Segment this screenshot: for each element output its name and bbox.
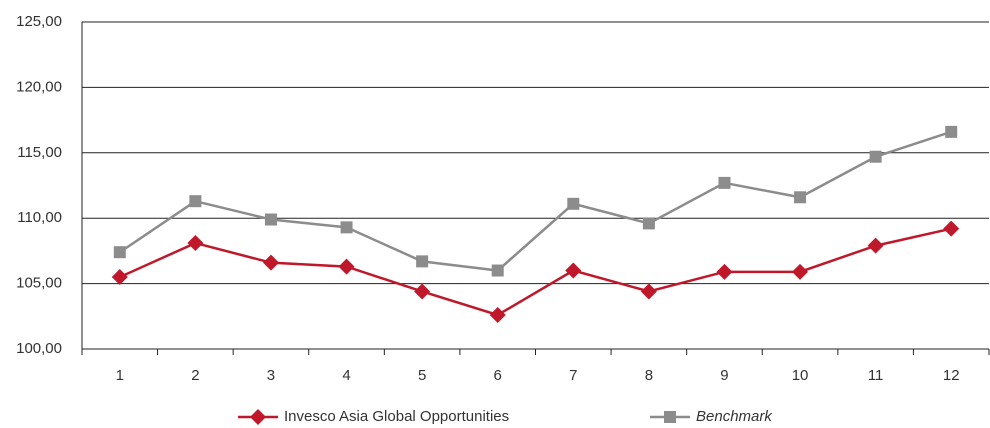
series-line [119, 130, 952, 272]
x-tick-label: 12 [943, 367, 960, 384]
marker [187, 235, 204, 252]
y-tick-label: 105,00 [16, 275, 62, 292]
marker [945, 125, 958, 138]
marker [565, 262, 582, 279]
x-tick-label: 2 [191, 367, 199, 384]
marker [867, 237, 884, 254]
x-tick-label: 9 [720, 367, 728, 384]
y-tick-label: 125,00 [16, 13, 62, 30]
marker [491, 264, 504, 277]
x-tick-label: 4 [342, 367, 350, 384]
x-tick-label: 1 [116, 367, 124, 384]
y-tick-label: 110,00 [17, 209, 62, 226]
marker [414, 283, 431, 300]
marker [869, 150, 882, 163]
marker [416, 255, 429, 268]
marker [264, 213, 277, 226]
marker [338, 258, 355, 275]
y-tick-label: 120,00 [16, 78, 62, 95]
x-tick-label: 7 [569, 367, 577, 384]
marker [664, 411, 676, 423]
marker [716, 263, 733, 280]
marker [943, 220, 960, 237]
legend-label: Benchmark [696, 408, 773, 425]
x-tick-label: 10 [792, 367, 809, 384]
marker [640, 283, 657, 300]
marker [111, 269, 128, 286]
marker [113, 246, 126, 259]
series-line [119, 227, 952, 317]
x-tick-label: 8 [645, 367, 653, 384]
marker [794, 191, 807, 204]
marker [718, 176, 731, 189]
marker [340, 221, 353, 234]
marker [250, 409, 266, 425]
marker [792, 263, 809, 280]
y-tick-label: 100,00 [16, 340, 62, 357]
marker [567, 197, 580, 210]
x-tick-label: 5 [418, 367, 426, 384]
marker [642, 217, 655, 230]
legend-label: Invesco Asia Global Opportunities [284, 408, 509, 425]
y-tick-label: 115,00 [17, 144, 62, 161]
marker [489, 306, 506, 323]
x-tick-label: 3 [267, 367, 275, 384]
marker [262, 254, 279, 271]
x-tick-label: 11 [868, 367, 884, 384]
x-tick-label: 6 [494, 367, 502, 384]
marker [189, 195, 202, 208]
